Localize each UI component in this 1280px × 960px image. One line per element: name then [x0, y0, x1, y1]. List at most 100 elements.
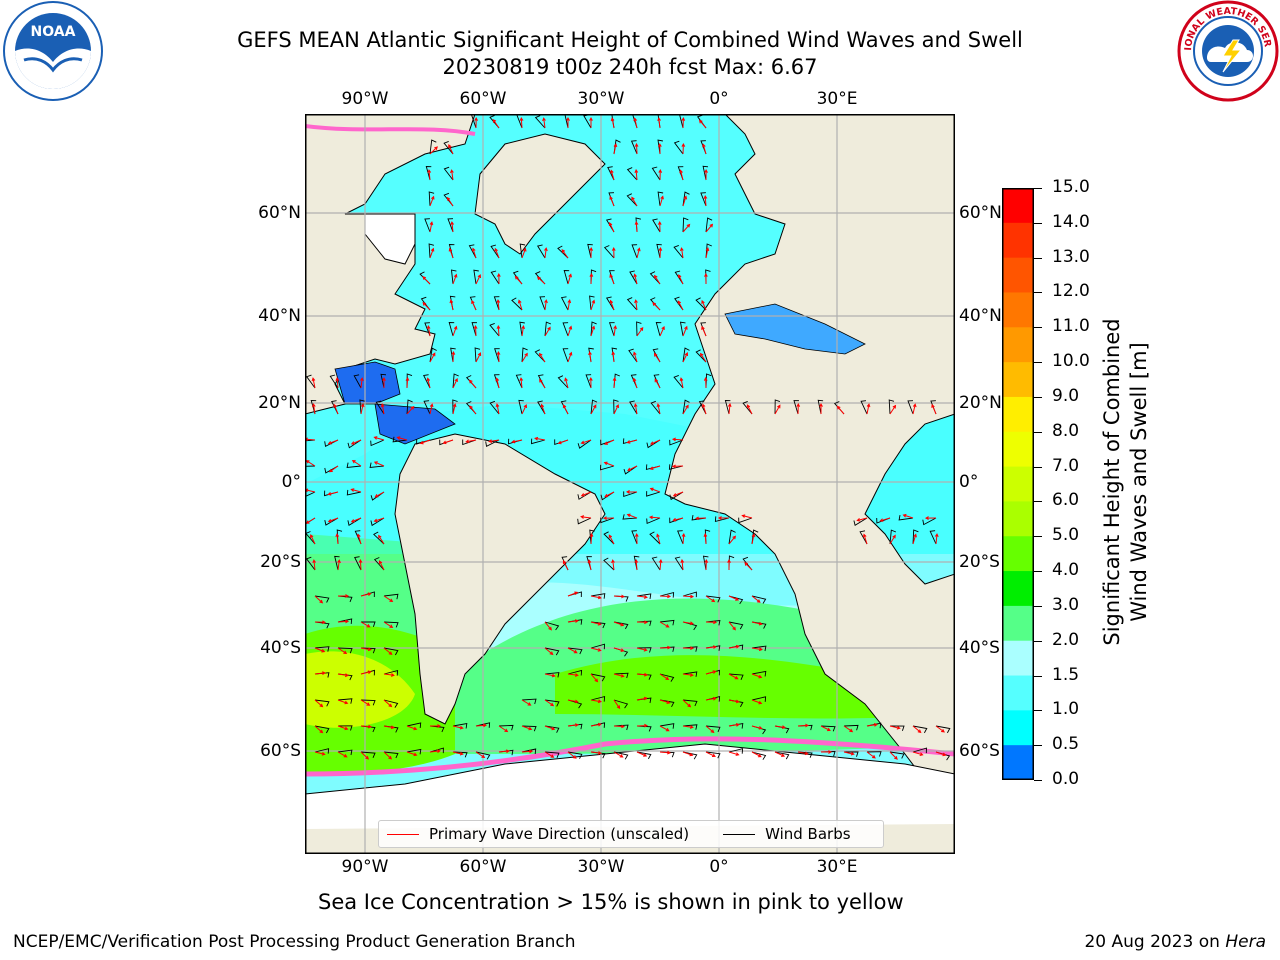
- lat-tick-left-5: 20°S: [260, 552, 301, 572]
- colorbar-tick-label: 14.0: [1052, 211, 1090, 232]
- colorbar: [1002, 188, 1034, 781]
- wave-direction-arrow: [751, 725, 763, 730]
- wind-barb: [334, 555, 340, 571]
- wind-barb: [590, 321, 597, 337]
- wind-barb: [443, 140, 454, 155]
- wind-barb: [714, 516, 730, 522]
- wind-barb: [373, 531, 385, 545]
- wave-direction-arrow: [590, 325, 596, 337]
- wave-direction-arrow: [728, 699, 740, 704]
- wave-direction-arrow: [659, 325, 665, 337]
- colorbar-tick: [1034, 362, 1042, 364]
- wave-direction-arrow: [656, 533, 661, 545]
- wave-direction-arrow: [475, 723, 488, 728]
- colorbar-tick: [1034, 188, 1042, 189]
- wave-direction-arrow: [566, 116, 570, 128]
- wave-direction-arrow: [654, 378, 661, 389]
- wave-direction-arrow: [590, 751, 602, 755]
- wave-direction-arrow: [611, 351, 616, 363]
- wind-barb: [383, 751, 399, 759]
- wind-barb: [673, 374, 684, 389]
- wind-barb: [651, 166, 661, 181]
- wave-direction-arrow: [542, 117, 546, 129]
- wave-direction-arrow: [567, 273, 572, 285]
- wave-direction-arrow: [335, 533, 340, 545]
- wave-direction-arrow: [634, 220, 639, 233]
- wind-barb: [448, 322, 455, 337]
- wave-direction-arrow: [820, 725, 831, 732]
- wind-barb: [383, 670, 399, 676]
- wind-barb: [659, 673, 675, 682]
- wave-direction-arrow: [705, 751, 716, 757]
- wave-direction-arrow: [328, 465, 339, 473]
- wave-direction-arrow: [475, 352, 482, 363]
- wind-barb: [626, 193, 638, 207]
- wind-barb: [369, 462, 385, 469]
- wave-direction-arrow: [380, 403, 385, 415]
- wind-barb: [537, 400, 546, 415]
- wave-direction-arrow: [374, 491, 385, 498]
- wave-direction-arrow: [429, 146, 438, 155]
- wind-barb: [562, 322, 569, 337]
- wind-barb: [494, 348, 500, 363]
- wave-direction-arrow: [422, 301, 431, 311]
- wave-direction-arrow: [613, 673, 625, 678]
- wave-direction-arrow: [337, 751, 348, 758]
- colorbar-tick: [1034, 327, 1042, 329]
- wave-direction-arrow: [405, 376, 410, 389]
- wind-barb: [724, 400, 731, 415]
- wave-direction-arrow: [567, 591, 579, 597]
- colorbar-tick-label: 1.5: [1052, 664, 1080, 685]
- wind-barb: [674, 270, 684, 285]
- wave-direction-arrow: [751, 647, 763, 652]
- wave-direction-arrow: [564, 377, 569, 389]
- wave-direction-arrow: [544, 725, 556, 731]
- wave-direction-arrow: [658, 246, 663, 259]
- wave-direction-arrow: [521, 725, 533, 731]
- legend-wave-label: Primary Wave Direction (unscaled): [429, 825, 690, 843]
- wind-barb: [473, 269, 479, 285]
- colorbar-tick: [1034, 222, 1042, 224]
- wind-barb: [705, 217, 713, 233]
- wave-direction-arrow: [682, 646, 695, 651]
- wave-direction-arrow: [611, 559, 615, 571]
- wave-direction-arrow: [383, 699, 393, 708]
- wind-barb: [429, 347, 437, 363]
- wind-barb: [468, 244, 477, 259]
- wind-barb: [679, 321, 686, 337]
- wave-direction-arrow: [426, 377, 431, 389]
- wind-barb: [652, 218, 661, 233]
- wind-barb: [489, 400, 500, 415]
- wave-direction-arrow: [429, 195, 435, 207]
- wind-barb: [912, 529, 919, 545]
- wave-direction-arrow: [703, 532, 708, 545]
- wind-barb: [682, 699, 698, 707]
- wave-direction-arrow: [589, 272, 594, 285]
- wave-direction-arrow: [383, 621, 394, 628]
- lon-tick-bottom-2: 60°W: [459, 857, 507, 877]
- wave-direction-arrow: [567, 673, 579, 677]
- footer-right: 20 Aug 2023 on Hera: [1084, 932, 1266, 952]
- wind-barb: [682, 751, 698, 760]
- wind-barb: [674, 296, 684, 311]
- wind-barb: [544, 725, 560, 733]
- wind-barb: [511, 297, 523, 311]
- wind-barb: [655, 322, 662, 337]
- wind-barb: [613, 724, 629, 731]
- colorbar-tick-label: 11.0: [1052, 316, 1090, 337]
- wave-direction-arrow: [360, 699, 371, 706]
- wave-direction-arrow: [311, 403, 316, 415]
- wave-direction-arrow: [694, 516, 707, 521]
- wind-barb: [346, 489, 362, 496]
- colorbar-tick: [1034, 571, 1042, 573]
- wave-direction-arrow: [672, 491, 684, 497]
- gulf-of-mexico: [334, 361, 401, 405]
- wave-direction-arrow: [557, 439, 569, 445]
- wave-direction-arrow: [862, 533, 868, 545]
- wind-barb: [485, 439, 500, 447]
- wave-direction-arrow: [678, 274, 684, 285]
- wind-barb: [560, 296, 569, 311]
- wind-barb: [866, 751, 882, 757]
- wind-barb: [518, 399, 524, 415]
- wave-direction-arrow: [717, 516, 729, 520]
